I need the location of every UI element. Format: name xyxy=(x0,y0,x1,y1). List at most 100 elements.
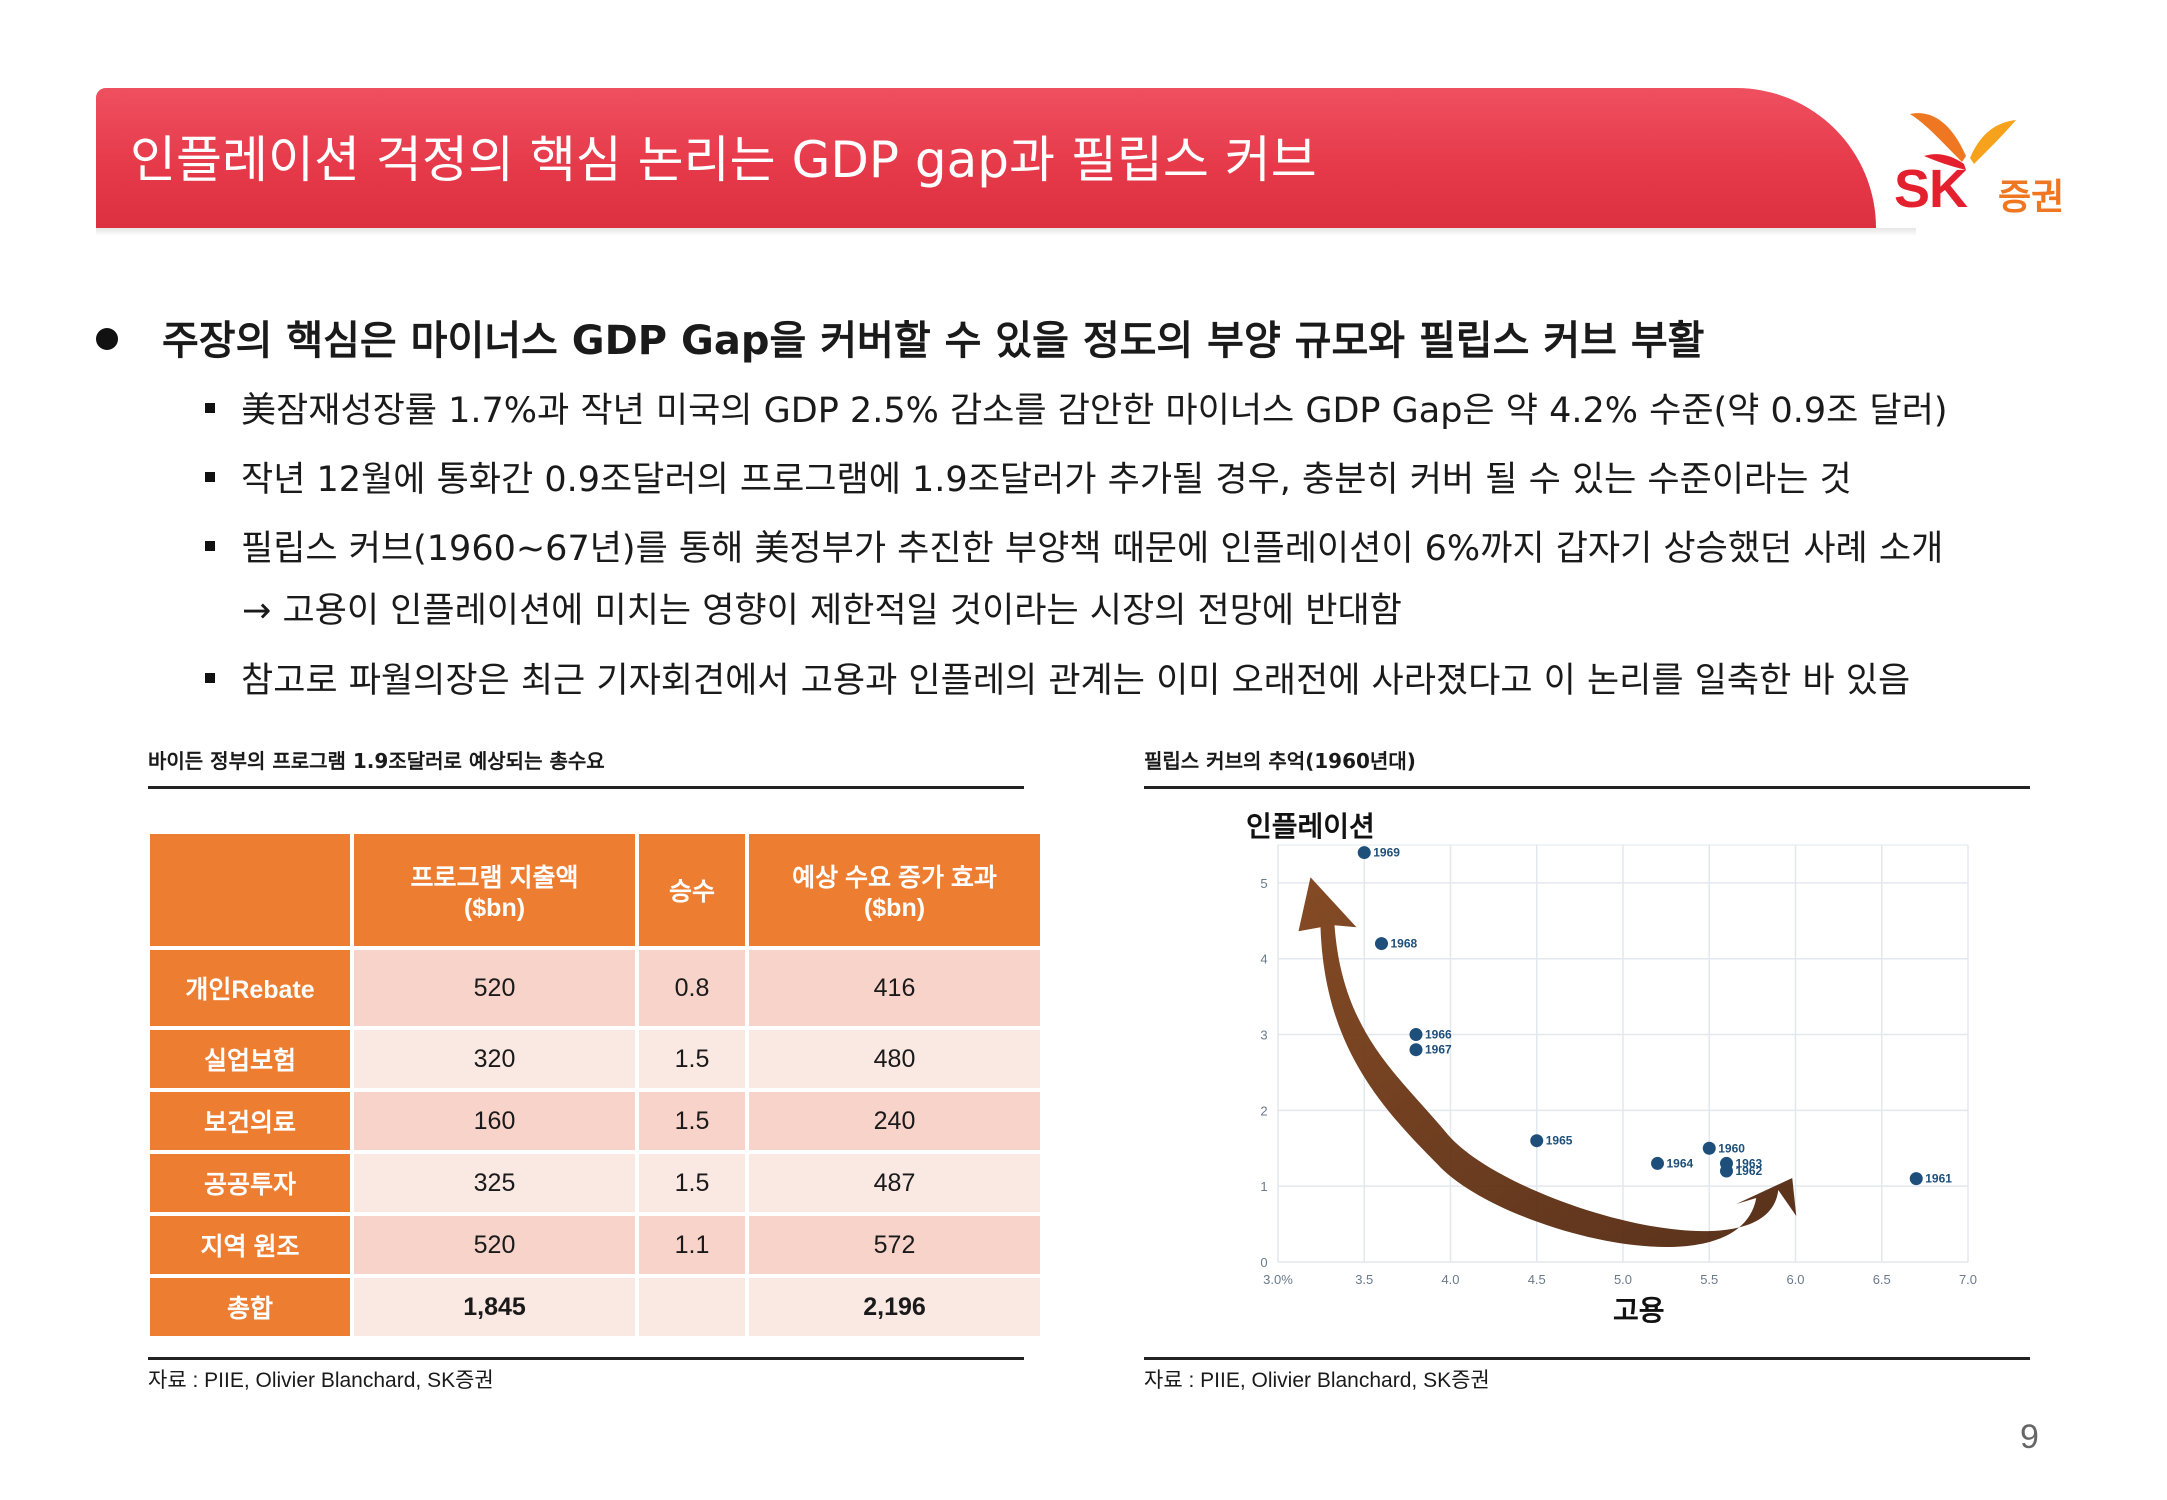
point-label: 1968 xyxy=(1391,937,1418,951)
table-row: 실업보험 320 1.5 480 xyxy=(150,1030,1040,1088)
x-tick-label: 7.0 xyxy=(1959,1272,1977,1287)
data-point xyxy=(1530,1134,1544,1148)
table-cell: 0.8 xyxy=(639,950,745,1026)
y-axis-label: 인플레이션 xyxy=(1246,810,1375,843)
table-caption: 바이든 정부의 프로그램 1.9조달러로 예상되는 총수요 xyxy=(148,749,605,773)
table-total-row: 총합 1,845 2,196 xyxy=(150,1278,1040,1336)
bullet-dot-icon xyxy=(96,328,118,350)
table-row: 지역 원조 520 1.1 572 xyxy=(150,1216,1040,1274)
row-label: 개인Rebate xyxy=(150,950,350,1026)
table-bottom-divider xyxy=(148,1357,1024,1360)
main-bullet-text: 주장의 핵심은 마이너스 GDP Gap을 커버할 수 있을 정도의 부양 규모… xyxy=(162,318,1705,364)
sub-bullet: 필립스 커브(1960~67년)를 통해 美정부가 추진한 부양책 때문에 인플… xyxy=(205,520,1943,571)
point-label: 1969 xyxy=(1373,846,1400,860)
data-point xyxy=(1375,937,1388,951)
logo-sk-text: SK xyxy=(1894,159,1968,219)
data-point xyxy=(1702,1141,1716,1155)
x-tick-label: 4.5 xyxy=(1528,1272,1546,1287)
y-tick-label: 3 xyxy=(1260,1028,1267,1043)
table-cell: 416 xyxy=(749,950,1040,1026)
page-title: 인플레이션 걱정의 핵심 논리는 GDP gap과 필립스 커브 xyxy=(130,131,1317,189)
table-row: 개인Rebate 520 0.8 416 xyxy=(150,950,1040,1026)
table-cell xyxy=(639,1278,745,1336)
butterfly-icon xyxy=(1910,113,2016,170)
table-source: 자료 : PIIE, Olivier Blanchard, SK증권 xyxy=(148,1369,494,1392)
x-tick-label: 3.0% xyxy=(1263,1272,1293,1287)
data-point xyxy=(1409,1043,1423,1057)
y-tick-label: 0 xyxy=(1260,1255,1267,1270)
chart-grid xyxy=(1277,844,1969,1263)
table-row: 공공투자 325 1.5 487 xyxy=(150,1154,1040,1212)
table-cell: 240 xyxy=(749,1092,1040,1150)
sub-bullet: 작년 12월에 통화간 0.9조달러의 프로그램에 1.9조달러가 추가될 경우… xyxy=(205,451,1852,502)
table-cell: 320 xyxy=(354,1030,635,1088)
table-cell: 487 xyxy=(749,1154,1040,1212)
point-label: 1965 xyxy=(1546,1134,1573,1148)
y-tick-label: 1 xyxy=(1260,1179,1267,1194)
page-number: 9 xyxy=(2020,1418,2039,1456)
x-tick-label: 5.5 xyxy=(1700,1272,1718,1287)
chart-source: 자료 : PIIE, Olivier Blanchard, SK증권 xyxy=(1144,1369,1490,1392)
row-label: 지역 원조 xyxy=(150,1216,350,1274)
table-cell: 520 xyxy=(354,1216,635,1274)
table-cell: 1.5 xyxy=(639,1030,745,1088)
square-bullet-icon xyxy=(205,541,215,551)
main-bullet: 주장의 핵심은 마이너스 GDP Gap을 커버할 수 있을 정도의 부양 규모… xyxy=(96,308,1704,366)
point-label: 1963 xyxy=(1736,1156,1763,1170)
row-label: 공공투자 xyxy=(150,1154,350,1212)
table-cell: 1.5 xyxy=(639,1154,745,1212)
row-label: 실업보험 xyxy=(150,1030,350,1088)
table-cell: 325 xyxy=(354,1154,635,1212)
table-cell: 1.1 xyxy=(639,1216,745,1274)
table-header-row: 프로그램 지출액 ($bn) 승수 예상 수요 증가 효과 ($bn) xyxy=(150,834,1040,946)
data-point xyxy=(1357,846,1371,860)
data-point xyxy=(1409,1028,1423,1042)
table-cell: 1,845 xyxy=(354,1278,635,1336)
y-tick-label: 5 xyxy=(1260,876,1267,891)
sub-bullet-text: 작년 12월에 통화간 0.9조달러의 프로그램에 1.9조달러가 추가될 경우… xyxy=(241,460,1852,500)
chart-ticks: 3.0% 3.5 4.0 4.5 5.0 5.5 6.0 6.5 7.0 0 1 2 3 4 5 xyxy=(1260,876,1977,1287)
row-label: 보건의료 xyxy=(150,1092,350,1150)
demand-table: 프로그램 지출액 ($bn) 승수 예상 수요 증가 효과 ($bn) 개인Re… xyxy=(146,830,1044,1340)
y-tick-label: 2 xyxy=(1260,1103,1267,1118)
chart-caption-divider xyxy=(1144,786,2030,789)
table-cell: 160 xyxy=(354,1092,635,1150)
y-tick-label: 4 xyxy=(1260,952,1267,967)
row-label: 총합 xyxy=(150,1278,350,1336)
x-tick-label: 6.5 xyxy=(1873,1272,1891,1287)
point-label: 1967 xyxy=(1425,1043,1452,1057)
table-row: 보건의료 160 1.5 240 xyxy=(150,1092,1040,1150)
table-header-cell: 프로그램 지출액 ($bn) xyxy=(354,834,635,946)
point-label: 1960 xyxy=(1718,1141,1745,1155)
caption-divider xyxy=(148,786,1024,789)
x-tick-label: 6.0 xyxy=(1786,1272,1804,1287)
x-tick-label: 5.0 xyxy=(1614,1272,1632,1287)
square-bullet-icon xyxy=(205,472,215,482)
table-header-cell: 예상 수요 증가 효과 ($bn) xyxy=(749,834,1040,946)
square-bullet-icon xyxy=(205,673,215,683)
table-cell: 2,196 xyxy=(749,1278,1040,1336)
table-cell: 572 xyxy=(749,1216,1040,1274)
data-point xyxy=(1651,1156,1664,1170)
point-label: 1964 xyxy=(1667,1156,1694,1170)
table-header-cell: 승수 xyxy=(639,834,745,946)
point-label: 1962 xyxy=(1736,1164,1763,1178)
point-label: 1961 xyxy=(1925,1172,1952,1186)
point-label: 1966 xyxy=(1425,1028,1452,1042)
title-banner xyxy=(96,88,1916,236)
data-point xyxy=(1909,1172,1923,1186)
data-point xyxy=(1720,1164,1733,1178)
table-cell: 1.5 xyxy=(639,1092,745,1150)
table-cell: 480 xyxy=(749,1030,1040,1088)
sub-bullet: 美잠재성장률 1.7%과 작년 미국의 GDP 2.5% 감소를 감안한 마이너… xyxy=(205,382,1948,433)
chart-caption: 필립스 커브의 추억(1960년대) xyxy=(1144,749,1416,773)
logo-kr-text: 증권 xyxy=(1998,177,2065,218)
table-header-cell xyxy=(150,834,350,946)
sub-bullet-text: 美잠재성장률 1.7%과 작년 미국의 GDP 2.5% 감소를 감안한 마이너… xyxy=(241,391,1948,431)
sub-bullet-text: 필립스 커브(1960~67년)를 통해 美정부가 추진한 부양책 때문에 인플… xyxy=(241,529,1944,569)
table-cell: 520 xyxy=(354,950,635,1026)
arrow-line-text: → 고용이 인플레이션에 미치는 영향이 제한적일 것이라는 시장의 전망에 반… xyxy=(242,591,1402,631)
sk-logo: SK 증권 xyxy=(1870,100,2100,220)
